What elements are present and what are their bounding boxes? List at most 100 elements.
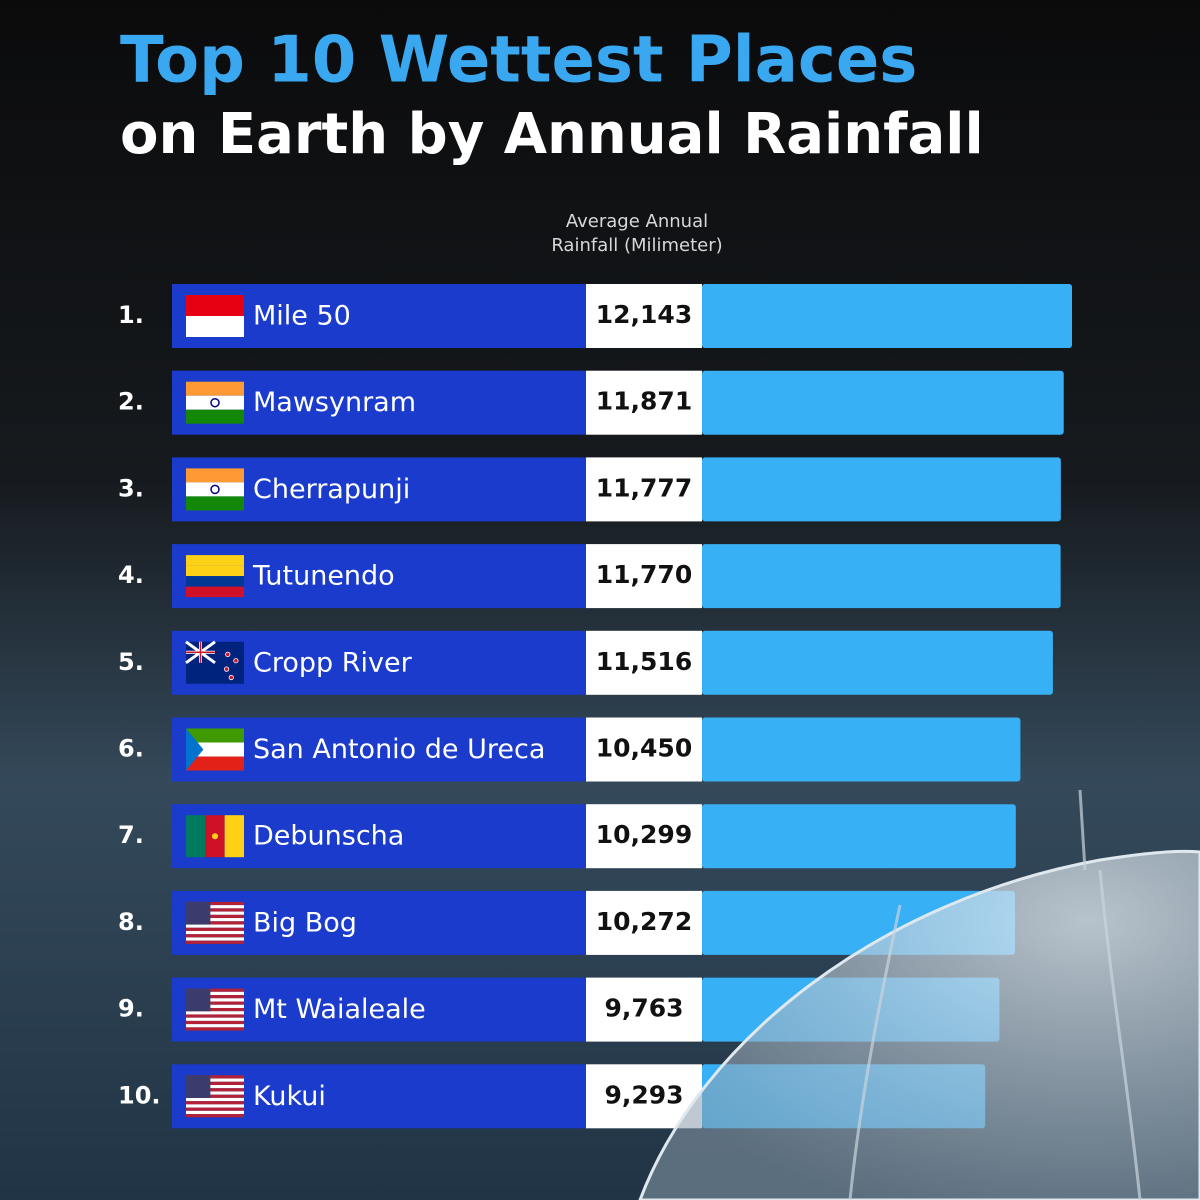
- flag-part: [186, 576, 244, 587]
- rank-label: 9.: [118, 995, 144, 1023]
- flag-part: [186, 1114, 244, 1118]
- flag-part: [186, 988, 244, 992]
- flag-part: [212, 833, 218, 840]
- flag-part: [186, 924, 244, 928]
- flag-part: [186, 1084, 244, 1089]
- value-box: [586, 370, 702, 435]
- flag-part: [186, 641, 215, 663]
- rows: 1. Mile 50 12,143 2. Mawsynram 11,871 3. Cherra…: [118, 284, 1072, 1129]
- value-label: 11,516: [596, 647, 692, 676]
- value-box: [586, 977, 702, 1042]
- value-box: [586, 457, 702, 522]
- category-label: Mawsynram: [253, 387, 416, 418]
- rank-label: 3.: [118, 474, 144, 502]
- flag-part: [186, 1107, 244, 1111]
- rank-label: 5.: [118, 648, 144, 676]
- flag-part: [186, 555, 244, 566]
- flag-part: [186, 1014, 244, 1018]
- flag-part: [186, 728, 204, 771]
- flag-part: [186, 1004, 244, 1008]
- rank-label: 1.: [118, 301, 144, 329]
- flag-part: [186, 1011, 244, 1015]
- value-box: [586, 890, 702, 955]
- flag-part: [186, 927, 244, 931]
- value-label: 10,299: [596, 820, 692, 849]
- flag-part: [186, 1081, 244, 1085]
- flag-part: [186, 921, 244, 925]
- value-box: [586, 804, 702, 869]
- value-box: [586, 284, 702, 348]
- flag-part: [186, 1104, 244, 1108]
- flag-part: [186, 1088, 244, 1092]
- flag-part: [186, 991, 244, 996]
- flag-part: [186, 998, 244, 1002]
- flag-part: [186, 468, 244, 483]
- flag-part: [186, 937, 244, 941]
- flag-part: [186, 1001, 244, 1005]
- bar: [702, 370, 1064, 435]
- value-label: 9,293: [604, 1080, 683, 1109]
- flag-part: [186, 586, 244, 598]
- rank-label: 4.: [118, 561, 144, 589]
- flag-part: [186, 815, 206, 858]
- umbrella: [638, 849, 1200, 1200]
- value-box: [586, 630, 702, 695]
- flag-part: [186, 908, 244, 912]
- flag-part: [186, 940, 244, 944]
- flag-part: [186, 911, 244, 915]
- flag-part: [186, 742, 244, 757]
- value-label: 10,272: [596, 907, 692, 936]
- value-label: 11,777: [596, 473, 692, 502]
- flag-part: [186, 1097, 244, 1102]
- flag-part: [186, 1075, 244, 1079]
- flag-part: [210, 484, 220, 495]
- flag-part: [186, 1017, 244, 1021]
- rank-label: 10.: [118, 1081, 161, 1109]
- flag-part: [186, 295, 244, 316]
- flag-part: [186, 756, 244, 771]
- category-label: Cropp River: [253, 647, 413, 678]
- category-label: Mt Waialeale: [253, 994, 426, 1025]
- category-label: San Antonio de Ureca: [253, 734, 545, 765]
- flag-part: [186, 1078, 244, 1082]
- category-label: Debunscha: [253, 821, 404, 852]
- flag-part: [210, 397, 220, 408]
- value-label: 10,450: [596, 734, 692, 763]
- flag-part: [186, 409, 244, 424]
- flag-part: [186, 1007, 244, 1012]
- flag-part: [186, 565, 244, 577]
- rank-label: 2.: [118, 388, 144, 416]
- flag-part: [186, 1101, 244, 1105]
- flag-part: [225, 651, 231, 658]
- value-label: 11,871: [596, 387, 692, 416]
- flag-part: [186, 1094, 244, 1098]
- flag-part: [186, 1075, 211, 1098]
- flag-part: [186, 914, 244, 919]
- flag-part: [186, 1024, 244, 1028]
- bar: [702, 284, 1072, 348]
- flag-part: [224, 666, 230, 672]
- flag-part: [186, 918, 244, 922]
- rank-label: 6.: [118, 735, 144, 763]
- category-label: Kukui: [253, 1081, 326, 1112]
- rank-label: 7.: [118, 821, 144, 849]
- flag-part: [186, 381, 244, 396]
- chart-title: Top 10 Wettest Places: [120, 24, 917, 98]
- flag-part: [186, 1020, 244, 1025]
- bar: [702, 544, 1061, 609]
- bar: [702, 717, 1021, 782]
- category-label: Mile 50: [253, 301, 351, 332]
- flag-part: [186, 482, 244, 497]
- value-label: 11,770: [596, 560, 692, 589]
- value-box: [586, 717, 702, 782]
- flag-part: [186, 988, 211, 1012]
- flag-part: [186, 934, 244, 938]
- chart-subtitle: on Earth by Annual Rainfall: [120, 102, 984, 167]
- flag-part: [186, 496, 244, 511]
- flag-part: [186, 395, 244, 410]
- value-label: 9,763: [604, 994, 683, 1023]
- umbrella-ribs: [848, 789, 1142, 1200]
- flag-part: [186, 995, 244, 999]
- flag-part: [186, 901, 211, 925]
- flag-part: [186, 1091, 244, 1095]
